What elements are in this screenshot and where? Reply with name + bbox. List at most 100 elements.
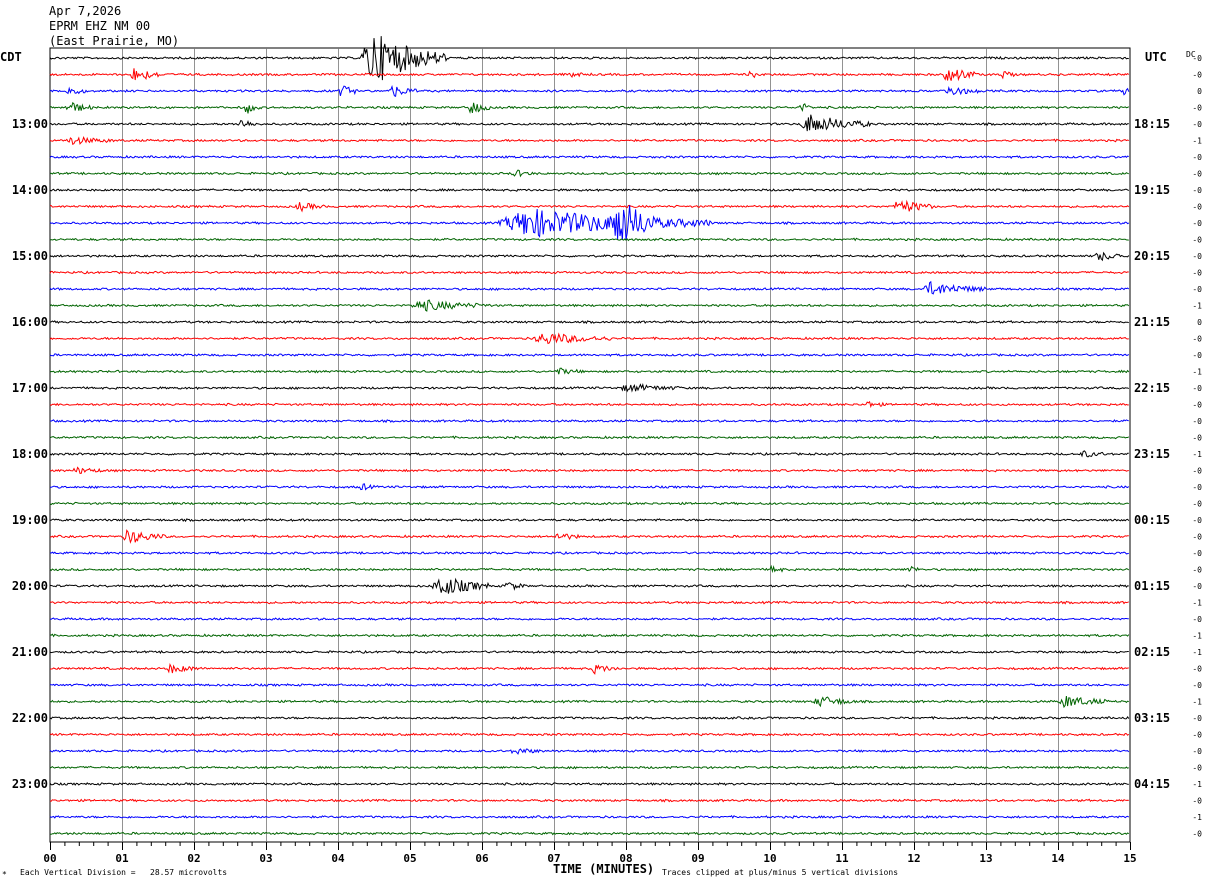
- dc-offset-label: -1: [1192, 137, 1202, 146]
- dc-offset-label: -0: [1192, 120, 1202, 129]
- trace-line: [49, 332, 1129, 345]
- trace-line: [49, 501, 1130, 506]
- trace-line: [49, 732, 1130, 737]
- dc-offset-label: -0: [1192, 764, 1202, 773]
- seismic-traces: [49, 36, 1130, 836]
- right-hour-label: 04:15: [1134, 777, 1170, 791]
- clip-note: Traces clipped at plus/minus 5 vertical …: [662, 868, 899, 877]
- x-tick-label: 02: [187, 852, 200, 865]
- dc-offset-label: -1: [1192, 813, 1202, 822]
- x-tick-label: 13: [979, 852, 992, 865]
- dc-offset-label: -0: [1192, 714, 1202, 723]
- trace-line: [49, 649, 1129, 654]
- dc-offset-label: -0: [1192, 417, 1202, 426]
- x-tick-label: 05: [403, 852, 416, 865]
- trace-line: [49, 154, 1129, 159]
- dc-offset-label: 0: [1197, 318, 1202, 327]
- left-hour-label: 17:00: [12, 381, 48, 395]
- trace-line: [49, 435, 1130, 440]
- dc-offset-label: -1: [1192, 368, 1202, 377]
- dc-offset-label: -0: [1192, 516, 1202, 525]
- x-tick-label: 10: [763, 852, 776, 865]
- trace-line: [49, 633, 1130, 638]
- dc-offset-label: -0: [1192, 500, 1202, 509]
- dc-offset-label: -0: [1192, 582, 1202, 591]
- station-location: (East Prairie, MO): [49, 34, 180, 48]
- right-hour-label: 20:15: [1134, 249, 1170, 263]
- dc-offset-label: -0: [1192, 615, 1202, 624]
- trace-line: [49, 85, 1130, 98]
- trace-line: [49, 136, 1130, 146]
- trace-line: [49, 367, 1130, 375]
- grid: [49, 47, 1131, 850]
- left-hour-label: 19:00: [12, 513, 48, 527]
- right-hour-label: 03:15: [1134, 711, 1170, 725]
- trace-line: [49, 36, 1129, 81]
- dc-offset-label: -0: [1192, 54, 1202, 63]
- dc-offset-label: -0: [1192, 731, 1202, 740]
- trace-line: [49, 529, 1129, 544]
- trace-line: [49, 101, 1130, 114]
- trace-line: [49, 814, 1130, 819]
- trace-line: [49, 169, 1129, 178]
- dc-offset-label: -1: [1192, 302, 1202, 311]
- dc-offset-label: -0: [1192, 203, 1202, 212]
- trace-line: [49, 187, 1130, 192]
- trace-line: [49, 663, 1129, 675]
- right-hour-label: 19:15: [1134, 183, 1170, 197]
- trace-line: [49, 782, 1129, 786]
- dc-offset-label: -0: [1192, 797, 1202, 806]
- dc-offset-label: -0: [1192, 186, 1202, 195]
- trace-line: [49, 419, 1129, 424]
- trace-line: [49, 320, 1129, 325]
- trace-line: [49, 237, 1129, 242]
- dc-label: DC: [1186, 50, 1196, 59]
- dc-offset-label: -0: [1192, 104, 1202, 113]
- trace-line: [50, 831, 1130, 836]
- x-tick-label: 08: [619, 852, 632, 865]
- dc-offset-label: -0: [1192, 335, 1202, 344]
- scale-note: Each Vertical Division = 28.57 microvolt…: [20, 868, 228, 877]
- left-hour-label: 21:00: [12, 645, 48, 659]
- x-tick-label: 03: [259, 852, 272, 865]
- trace-line: [49, 748, 1130, 755]
- x-tick-label: 04: [331, 852, 345, 865]
- left-hour-label: 22:00: [12, 711, 48, 725]
- left-hour-label: 13:00: [12, 117, 48, 131]
- dc-offset-label: -0: [1192, 351, 1202, 360]
- dc-offset-label: -0: [1192, 665, 1202, 674]
- trace-line: [49, 564, 1130, 574]
- trace-line: [49, 68, 1130, 82]
- trace-line: [49, 550, 1129, 555]
- dc-offset-label: -0: [1192, 153, 1202, 162]
- left-timezone: CDT: [0, 50, 22, 64]
- trace-line: [49, 683, 1129, 687]
- dc-offset-label: -0: [1192, 830, 1202, 839]
- x-tick-label: 06: [475, 852, 489, 865]
- left-hour-label: 16:00: [12, 315, 48, 329]
- trace-line: [49, 400, 1129, 409]
- trace-line: [49, 577, 1129, 594]
- trace-line: [49, 251, 1130, 262]
- right-hour-label: 01:15: [1134, 579, 1170, 593]
- trace-line: [49, 798, 1129, 803]
- dc-offset-label: -0: [1192, 483, 1202, 492]
- dc-offset-label: -0: [1192, 236, 1202, 245]
- x-tick-label: 11: [835, 852, 849, 865]
- dc-offset-label: -0: [1192, 71, 1202, 80]
- x-tick-label: 15: [1123, 852, 1136, 865]
- trace-line: [49, 696, 1129, 709]
- right-hour-label: 22:15: [1134, 381, 1170, 395]
- station-code: EPRM EHZ NM 00: [49, 19, 151, 33]
- right-hour-label: 23:15: [1134, 447, 1170, 461]
- dc-offset-label: -1: [1192, 599, 1202, 608]
- x-tick-label: 09: [691, 852, 704, 865]
- trace-line: [49, 715, 1130, 720]
- x-tick-label: 01: [115, 852, 129, 865]
- trace-line: [49, 199, 1130, 213]
- left-hour-label: 18:00: [12, 447, 48, 461]
- right-hour-label: 21:15: [1134, 315, 1170, 329]
- trace-line: [49, 466, 1129, 474]
- right-hour-label: 00:15: [1134, 513, 1170, 527]
